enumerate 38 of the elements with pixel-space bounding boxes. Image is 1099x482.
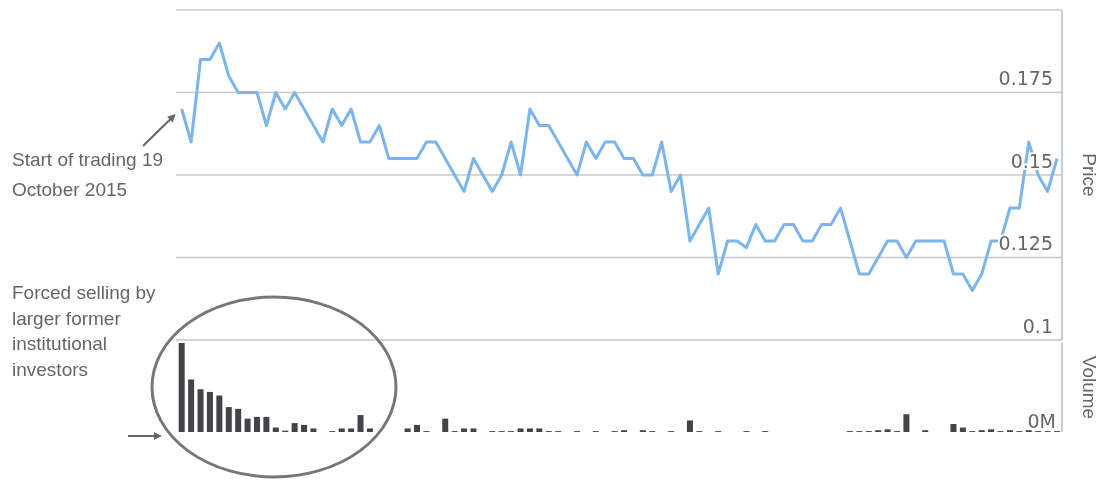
bar [414,424,420,432]
bar [404,428,411,432]
bar [178,343,185,432]
bar [188,379,195,432]
bar [338,428,345,432]
y-axis-title: Price [1079,153,1099,197]
text: Start of trading 19 October 2015 [12,149,164,200]
y-tick-label: 0.125 [998,232,1053,255]
bar [357,415,364,432]
annotation: 0M [1027,410,1056,432]
bar [291,423,298,432]
bar [470,428,477,432]
bar [244,418,251,432]
bar [988,429,995,432]
bar [263,416,270,432]
bar [884,429,891,432]
bar [950,423,957,432]
bar [461,428,468,432]
bar [366,428,373,432]
bar [197,389,204,432]
bar [254,416,260,432]
bar [442,418,449,432]
bar [206,391,213,432]
bar [536,428,543,432]
bar [235,408,242,432]
bar [686,420,693,432]
bar [526,428,533,432]
y-axis-title: Volume [1079,355,1099,420]
y-tick-label: 0.1 [1022,314,1053,337]
y-tick-label: 0.175 [998,67,1053,90]
bar [348,428,355,432]
bar [301,424,308,432]
text: Forced selling by larger former institutional investors [12,282,157,380]
bar [216,395,223,432]
bar [310,428,317,432]
bar [903,414,910,432]
bar [517,428,524,432]
bar [225,407,232,432]
